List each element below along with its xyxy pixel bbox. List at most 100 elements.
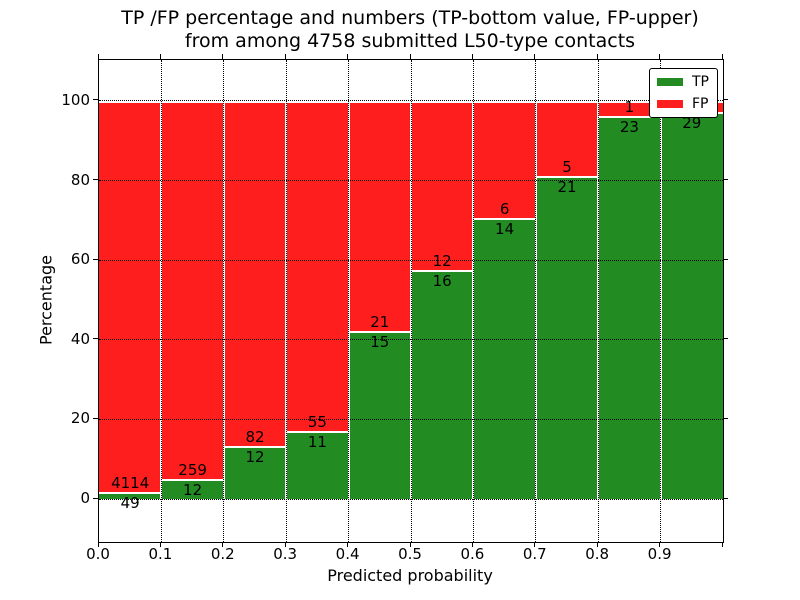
x-tick-mark [534, 542, 536, 547]
tp-bar-segment [535, 177, 599, 499]
x-tick-mark-top [659, 54, 661, 59]
tp-count-label: 23 [619, 117, 639, 136]
y-tick-mark-right [723, 99, 728, 101]
grid-line-vertical [348, 60, 350, 542]
fp-bar-segment [99, 100, 162, 495]
plot-area: TP FP 4114 49 259 12 82 12 55 11 21 15 12 16 6 14 5 21 1… [98, 59, 724, 543]
tp-bar-segment [598, 117, 661, 499]
grid-line-vertical [223, 60, 225, 542]
x-tick-label: 0.0 [86, 545, 110, 563]
chart-title-line1: TP /FP percentage and numbers (TP-bottom… [121, 7, 699, 29]
y-tick-mark-right [723, 179, 728, 181]
grid-line-vertical [660, 60, 662, 542]
grid-line-vertical [160, 60, 162, 542]
fp-count-label: 1 [624, 97, 635, 116]
grid-line-horizontal [99, 339, 723, 341]
x-tick-label: 0.9 [647, 545, 672, 563]
fp-count-label: 4114 [111, 474, 150, 493]
x-tick-mark-top [596, 54, 598, 59]
x-tick-mark-top [409, 54, 411, 59]
legend: TP FP [649, 68, 718, 118]
x-tick-label: 0.5 [398, 545, 422, 563]
y-tick-mark-right [723, 338, 728, 340]
grid-line-vertical [410, 60, 412, 542]
fp-bar-segment [161, 100, 224, 482]
fp-legend-swatch [657, 100, 683, 108]
grid-line-vertical [535, 60, 537, 542]
tp-bar-segment [660, 114, 723, 499]
x-tick-label: 0.1 [148, 545, 173, 563]
chart-title-line2: from among 4758 submitted L50-type conta… [184, 30, 636, 52]
chart-title: TP /FP percentage and numbers (TP-bottom… [98, 7, 722, 53]
x-tick-mark [471, 542, 473, 547]
x-tick-mark [721, 542, 723, 547]
y-tick-mark [93, 179, 98, 181]
fp-count-label: 6 [499, 200, 510, 219]
x-tick-mark [347, 542, 349, 547]
fp-bar-segment [223, 100, 287, 449]
y-tick-mark-right [723, 497, 728, 499]
tp-count-label: 29 [682, 114, 702, 133]
tp-bar-segment [348, 333, 411, 499]
tp-bar-segment [161, 481, 224, 499]
tp-bar-segment [99, 494, 162, 499]
grid-line-vertical [597, 60, 599, 542]
tp-bar-segment [473, 220, 536, 499]
fp-bar-segment [286, 100, 349, 433]
x-tick-mark [409, 542, 411, 547]
tp-bar-segment [286, 432, 349, 499]
legend-entry-tp: TP [657, 75, 709, 89]
fp-count-label: 5 [562, 157, 572, 176]
y-tick-mark [93, 417, 98, 419]
x-tick-mark [659, 542, 661, 547]
x-tick-mark-top [284, 54, 286, 59]
x-tick-label: 0.7 [522, 545, 547, 563]
x-tick-label: 0.3 [273, 545, 298, 563]
grid-line-horizontal [99, 180, 723, 182]
x-tick-mark-top [347, 54, 349, 59]
fp-bar-segment [411, 100, 474, 272]
y-tick-label: 20 [70, 409, 90, 428]
tp-legend-label: TP [692, 74, 709, 90]
fp-bar-segment [473, 100, 536, 221]
tp-count-label: 12 [245, 448, 265, 467]
grid-line-horizontal [99, 498, 723, 500]
fp-count-label: 55 [307, 412, 327, 431]
x-tick-mark-top [222, 54, 224, 59]
tp-count-label: 12 [183, 481, 203, 500]
grid-line-horizontal [99, 100, 723, 102]
y-tick-label: 100 [61, 90, 90, 109]
y-tick-mark-right [723, 258, 728, 260]
x-tick-mark [284, 542, 286, 547]
fp-bar-segment [598, 100, 661, 118]
y-tick-label: 40 [70, 329, 90, 348]
tp-count-label: 21 [557, 177, 577, 196]
tp-count-label: 15 [370, 333, 390, 352]
tp-bar-segment [223, 448, 287, 499]
fp-count-label: 82 [245, 428, 265, 447]
x-tick-label: 0.4 [335, 545, 360, 563]
tp-count-label: 49 [120, 494, 140, 513]
y-tick-mark [93, 497, 98, 499]
grid-line-horizontal [99, 259, 723, 261]
grid-line-vertical [472, 60, 474, 542]
tp-count-label: 14 [495, 220, 515, 239]
tp-bar-segment [411, 271, 474, 499]
fp-count-label: 12 [432, 251, 452, 270]
fp-count-label: 21 [370, 313, 390, 332]
x-tick-label: 0.2 [210, 545, 235, 563]
fp-legend-label: FP [692, 96, 709, 112]
x-tick-mark-top [97, 54, 99, 59]
y-tick-mark-right [723, 417, 728, 419]
y-tick-mark [93, 258, 98, 260]
x-tick-label: 0.8 [585, 545, 610, 563]
x-tick-label: 0.6 [460, 545, 485, 563]
y-tick-label: 60 [70, 250, 90, 269]
x-tick-mark-top [471, 54, 473, 59]
fp-bar-segment [348, 100, 411, 334]
x-tick-mark [596, 542, 598, 547]
fp-bar-segment [535, 100, 599, 178]
y-tick-mark [93, 99, 98, 101]
y-tick-mark [93, 338, 98, 340]
